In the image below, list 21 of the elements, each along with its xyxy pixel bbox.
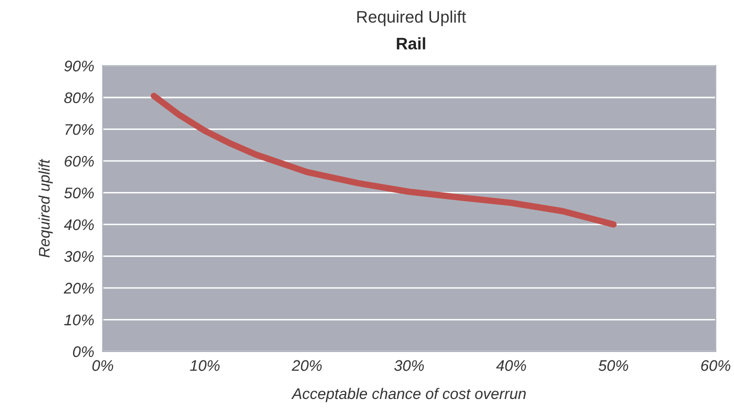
y-tick-label: 60%: [64, 156, 94, 167]
y-tick-label: 0%: [73, 346, 94, 358]
y-tick-label: 80%: [64, 92, 94, 104]
y-tick-label: 90%: [64, 60, 94, 72]
chart-subtitle: Rail: [396, 37, 426, 50]
y-axis-title: Required uplift: [38, 158, 53, 258]
x-tick-label: 0%: [92, 360, 114, 371]
x-tick-label: 60%: [701, 360, 730, 371]
x-tick-label: 20%: [292, 360, 322, 371]
x-tick-label: 50%: [598, 360, 628, 371]
x-tick-label: 30%: [394, 360, 424, 371]
y-tick-label: 10%: [64, 314, 94, 326]
x-tick-label: 10%: [190, 360, 220, 371]
x-axis-title: Acceptable chance of cost overrun: [291, 388, 526, 402]
y-tick-label: 70%: [65, 124, 94, 135]
y-tick-label: 20%: [64, 282, 94, 294]
y-tick-label: 40%: [64, 219, 94, 230]
y-tick-label: 50%: [64, 188, 94, 198]
y-tick-label: 30%: [64, 251, 94, 262]
x-tick-label: 40%: [496, 360, 526, 371]
chart-title: Required Uplift: [357, 10, 466, 26]
